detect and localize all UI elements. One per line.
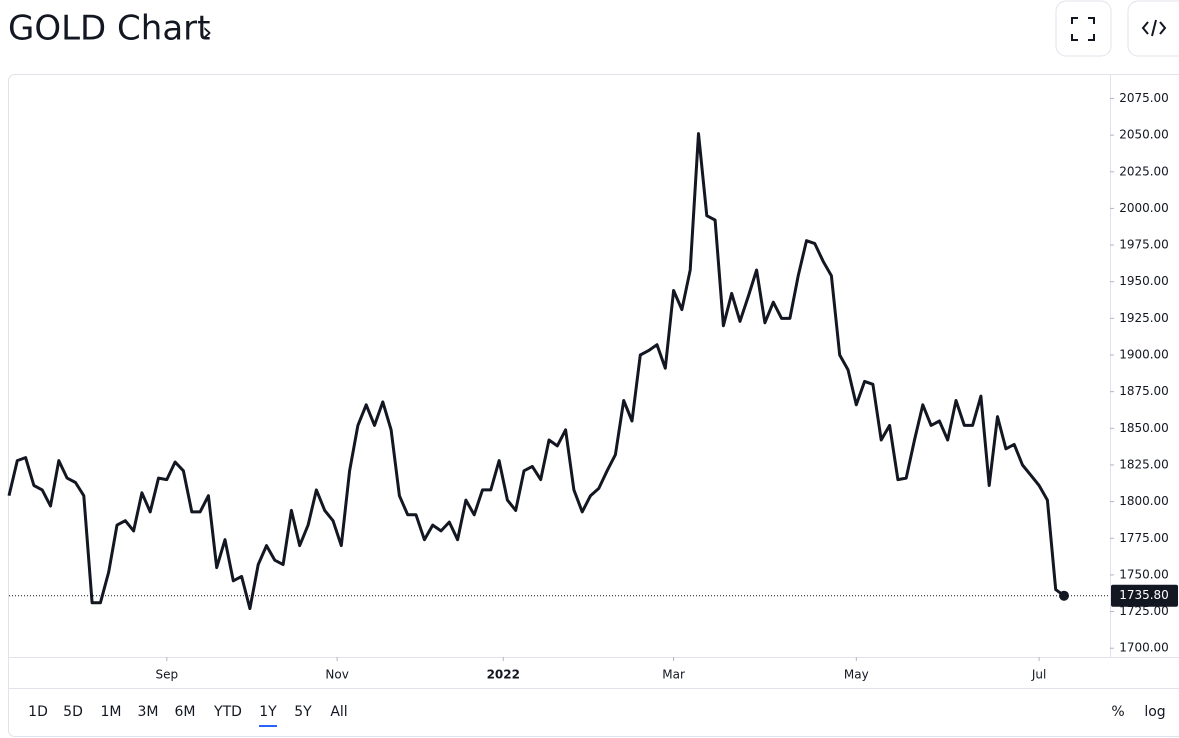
scale-button[interactable]: log — [1144, 704, 1165, 720]
x-tick-label: Sep — [156, 668, 179, 682]
price-line — [7, 132, 1065, 611]
y-tick-label: 1925.00 — [1119, 311, 1169, 325]
x-tick-label: Jul — [1031, 668, 1046, 682]
y-tick-label: 1850.00 — [1119, 421, 1169, 435]
range-button[interactable]: 1D — [28, 704, 48, 720]
fullscreen-button[interactable] — [1055, 0, 1112, 57]
title-chevron[interactable]: › — [202, 18, 212, 48]
y-tick-label: 1725.00 — [1119, 604, 1169, 618]
range-button[interactable]: 1Y — [259, 704, 277, 720]
y-tick-label: 2050.00 — [1119, 128, 1169, 142]
y-tick-label: 1875.00 — [1119, 384, 1169, 398]
x-tick-label: Mar — [662, 668, 685, 682]
x-tick-label: May — [844, 668, 869, 682]
x-tick-label: Nov — [325, 668, 348, 682]
scale-button[interactable]: % — [1111, 704, 1124, 720]
y-tick-label: 2075.00 — [1119, 91, 1169, 105]
range-button[interactable]: YTD — [213, 704, 242, 720]
range-button[interactable]: 5D — [63, 704, 83, 720]
y-tick-label: 2000.00 — [1119, 201, 1169, 215]
y-tick-label: 1800.00 — [1119, 494, 1169, 508]
y-tick-label: 1900.00 — [1119, 348, 1169, 362]
embed-button[interactable] — [1127, 0, 1179, 57]
y-tick-label: 1825.00 — [1119, 457, 1169, 471]
range-button[interactable]: 5Y — [294, 704, 312, 720]
y-tick-label: 1975.00 — [1119, 238, 1169, 252]
last-price-label: 1735.80 — [1119, 588, 1169, 602]
range-button[interactable]: All — [330, 704, 347, 720]
y-tick-label: 2025.00 — [1119, 164, 1169, 178]
y-tick-label: 1775.00 — [1119, 531, 1169, 545]
range-button[interactable]: 3M — [138, 704, 159, 720]
range-button[interactable]: 6M — [175, 704, 196, 720]
y-tick-label: 1950.00 — [1119, 274, 1169, 288]
last-point — [1059, 590, 1069, 601]
y-tick-label: 1750.00 — [1119, 567, 1169, 581]
title[interactable]: GOLD Chart — [8, 9, 210, 49]
range-button[interactable]: 1M — [101, 704, 122, 720]
chart-frame — [8, 74, 1179, 737]
x-tick-label: 2022 — [487, 668, 520, 682]
y-tick-label: 1700.00 — [1119, 641, 1169, 655]
last-price-badge — [1111, 584, 1178, 607]
